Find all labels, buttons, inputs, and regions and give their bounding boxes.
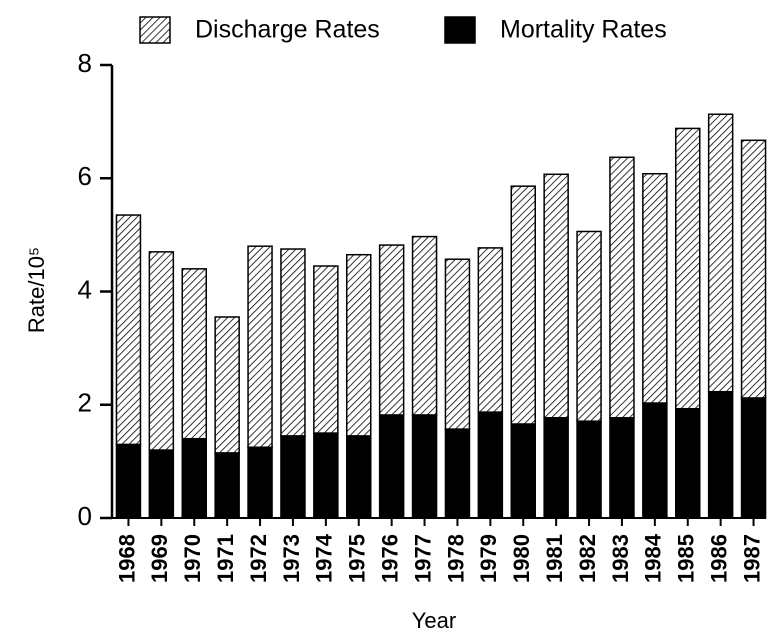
bar-segment [609,417,635,519]
bar-segment [411,414,438,519]
x-tick-label: 1978 [443,534,468,583]
x-tick-label: 1975 [345,534,370,583]
bar-segment [609,156,635,419]
bar-segment [313,265,339,434]
bar-segment [740,139,767,399]
bar-segment [148,449,175,519]
x-tick-label: 1974 [312,533,337,583]
bar-segment [115,443,142,519]
bar-segment [576,230,602,422]
bar-segment [214,316,240,454]
y-axis-label: Rate/10⁵ [24,247,49,333]
bar-segment [543,173,569,419]
bar-segment [115,214,142,446]
bar-segment [477,411,504,519]
y-tick-label: 0 [78,501,92,531]
bar-segment [740,397,767,519]
bar-segment [247,245,273,448]
x-axis-label: Year [412,608,456,633]
x-tick-label: 1968 [114,534,139,583]
bar-segment [247,446,273,519]
bar-segment [181,437,207,519]
x-tick-label: 1977 [410,534,435,583]
legend-swatch [444,16,476,44]
y-tick-label: 8 [78,48,92,78]
legend-label: Mortality Rates [500,16,667,44]
bar-segment [675,127,701,410]
bar-segment [313,432,339,519]
bar-segment [444,258,471,430]
x-tick-label: 1973 [279,534,304,583]
x-tick-label: 1985 [674,534,699,583]
bar-segment [378,244,405,416]
bar-segment [280,435,306,519]
bar-segment [411,235,438,416]
x-tick-label: 1986 [706,534,731,583]
x-tick-label: 1976 [377,534,402,583]
legend-swatch [139,16,171,44]
x-tick-label: 1981 [542,534,567,583]
bar-segment [642,172,668,404]
x-tick-label: 1971 [213,534,238,583]
bar-segment [642,402,668,519]
bar-segment [214,452,240,519]
x-tick-label: 1983 [608,534,633,583]
bar-segment [543,417,569,519]
x-tick-label: 1982 [575,534,600,583]
bar-segment [707,390,734,519]
bar-segment [576,420,602,519]
legend-label: Discharge Rates [195,16,380,44]
bar-segment [148,251,175,451]
y-tick-label: 6 [78,161,92,191]
bar-segment [675,407,701,519]
y-tick-label: 2 [78,388,92,418]
bar-segment [444,428,471,519]
y-tick-label: 4 [78,274,92,304]
x-tick-label: 1984 [641,533,666,583]
bar-segment [510,185,536,425]
bar-segment [181,268,207,440]
x-tick-label: 1980 [509,534,534,583]
x-tick-label: 1972 [246,534,271,583]
x-tick-label: 1979 [476,534,501,583]
bar-segment [346,435,372,519]
x-tick-label: 1970 [180,534,205,583]
bar-segment [477,247,504,413]
bar-segment [346,253,372,437]
x-tick-label: 1969 [147,534,172,583]
x-tick-label: 1987 [739,534,764,583]
bar-segment [510,423,536,519]
bar-segment [378,414,405,519]
bar-segment [707,113,734,393]
bar-segment [280,248,306,437]
